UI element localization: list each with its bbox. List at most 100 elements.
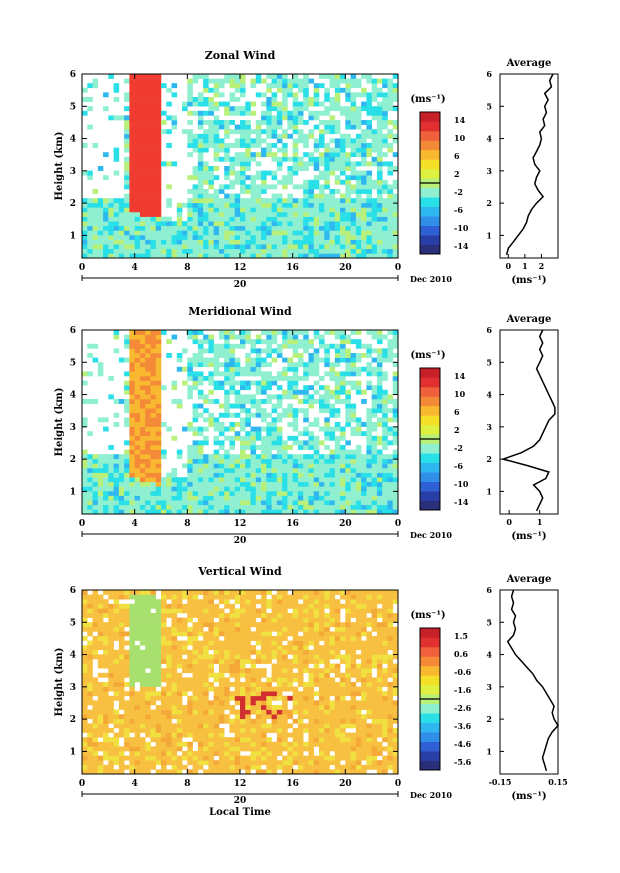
heat-cell (150, 97, 157, 102)
heat-cell (103, 239, 109, 245)
heat-cell (213, 645, 220, 651)
heat-cell (192, 334, 199, 340)
heat-cell (319, 408, 325, 414)
heat-cell (240, 663, 246, 669)
heat-cell (371, 486, 378, 492)
heat-cell (297, 253, 304, 259)
heat-cell (118, 622, 125, 628)
heat-cell (276, 394, 283, 400)
heat-cell (108, 458, 114, 464)
heat-cell (240, 129, 246, 135)
heat-cell (340, 504, 346, 510)
heat-cell (387, 198, 394, 204)
heat-cell (213, 120, 220, 125)
heat-cell (355, 481, 362, 487)
heat-cell (292, 463, 299, 469)
heat-cell (145, 760, 151, 766)
heat-cell (324, 92, 330, 98)
heat-cell (208, 659, 214, 664)
heat-cell (292, 129, 299, 135)
heat-cell (224, 449, 230, 455)
heat-cell (108, 225, 114, 231)
heat-cell (182, 106, 188, 112)
heat-cell (297, 509, 304, 515)
heat-cell (266, 649, 272, 655)
y-tick-label: 2 (70, 199, 76, 209)
heat-cell (224, 403, 230, 409)
heat-cell (387, 431, 394, 437)
heat-cell (255, 691, 262, 697)
heat-cell (92, 230, 99, 236)
heat-cell (92, 463, 99, 469)
heat-cell (134, 417, 141, 423)
heat-cell (276, 417, 283, 423)
heat-cell (261, 362, 267, 368)
heat-cell (308, 385, 315, 391)
heat-cell (145, 353, 151, 358)
heat-cell (287, 504, 293, 510)
heat-cell (155, 626, 162, 632)
heat-cell (187, 212, 193, 217)
heat-cell (276, 760, 283, 766)
heat-cell (250, 672, 257, 678)
heat-cell (234, 654, 241, 660)
heat-cell (145, 677, 151, 683)
heat-cell (176, 599, 183, 605)
heat-cell (224, 408, 230, 414)
heat-cell (340, 495, 346, 501)
heat-cell (92, 718, 99, 724)
heat-cell (229, 663, 236, 669)
heat-cell (197, 124, 204, 130)
heat-cell (345, 495, 351, 501)
heat-cell (197, 677, 204, 683)
heat-cell (376, 491, 383, 496)
heat-cell (213, 500, 220, 506)
heat-cell (250, 463, 257, 469)
heat-cell (282, 78, 288, 84)
heat-cell (203, 718, 209, 724)
heat-cell (234, 626, 241, 632)
heat-cell (234, 599, 241, 605)
heat-cell (150, 92, 157, 98)
heat-cell (155, 500, 162, 506)
heat-cell (197, 380, 204, 386)
heat-cell (161, 599, 167, 605)
heat-cell (261, 235, 267, 240)
heat-cell (366, 124, 372, 130)
heat-cell (334, 225, 341, 231)
heat-cell (129, 175, 135, 181)
heat-cell (203, 394, 209, 400)
heat-cell (229, 764, 236, 770)
heat-cell (245, 239, 251, 245)
heat-cell (103, 212, 109, 217)
heat-cell (282, 760, 288, 766)
heat-cell (334, 495, 341, 501)
heat-cell (134, 253, 141, 259)
heat-cell (255, 500, 262, 506)
heat-cell (124, 654, 130, 660)
heat-cell (245, 362, 251, 368)
heat-cell (224, 389, 230, 395)
heat-cell (139, 343, 146, 349)
heat-cell (240, 440, 246, 446)
heat-cell (392, 343, 399, 349)
heat-cell (250, 649, 257, 655)
colorbar-swatch (420, 149, 440, 160)
heat-cell (150, 403, 157, 409)
heat-cell (124, 138, 130, 144)
heat-cell (224, 198, 230, 204)
heat-cell (245, 495, 251, 501)
heat-cell (129, 718, 135, 724)
heat-cell (92, 760, 99, 766)
heat-cell (261, 253, 267, 259)
heat-cell (287, 330, 293, 335)
heat-cell (271, 500, 278, 506)
heat-cell (203, 737, 209, 743)
heat-cell (161, 714, 167, 720)
heat-cell (155, 166, 162, 171)
heat-cell (134, 353, 141, 358)
heat-cell (255, 495, 262, 501)
heat-cell (92, 594, 99, 600)
heat-cell (355, 143, 362, 148)
